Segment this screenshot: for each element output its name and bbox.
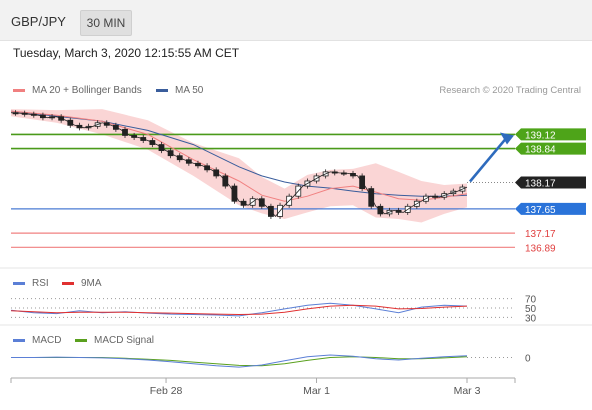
time-tick-label: Feb 28	[150, 385, 183, 397]
level-label-support: 136.89	[525, 243, 556, 254]
legend-macd-signal-label: MACD Signal	[94, 335, 155, 346]
macd-signal-line	[11, 356, 468, 367]
level-label-text: 137.17	[525, 229, 556, 240]
legend-macd: MACD	[13, 335, 61, 346]
legend-ma50-label: MA 50	[175, 85, 204, 96]
rsi-tick-label: 70	[525, 295, 537, 306]
level-label-text: 138.17	[525, 179, 556, 190]
level-label-resistance: 139.12	[515, 128, 586, 141]
level-label-bg	[515, 128, 586, 141]
level-label-resistance: 138.84	[515, 142, 586, 156]
symbol-label: GBP/JPY	[11, 14, 66, 29]
macd-signal-swatch	[75, 338, 87, 342]
legend-macd-signal: MACD Signal	[75, 335, 154, 346]
legend-ma20-label: MA 20 + Bollinger Bands	[32, 85, 142, 96]
legend-rsi-label: RSI	[32, 278, 49, 289]
rsi-swatch	[13, 281, 25, 285]
ma50-swatch	[156, 88, 168, 92]
rsi-line	[10, 302, 468, 317]
time-tick-label: Mar 1	[303, 385, 330, 397]
rsi-ma-line	[10, 304, 468, 316]
level-label-text: 136.89	[525, 243, 556, 254]
legend-rsi9-label: 9MA	[81, 278, 102, 289]
rsi-tick-label: 50	[525, 304, 537, 315]
level-label-bg	[515, 202, 586, 215]
ma50-line	[10, 110, 468, 197]
level-label-last: 138.17	[515, 176, 586, 190]
rsi9-swatch	[62, 281, 74, 285]
macd-line	[11, 354, 468, 368]
rsi-tick-label: 30	[525, 313, 537, 324]
ma20-swatch	[13, 88, 25, 92]
level-label-bg	[515, 142, 586, 155]
legend-ma50: MA 50	[156, 85, 203, 96]
level-label-text: 138.84	[525, 145, 556, 156]
level-label-bg	[515, 176, 586, 189]
credit-label: Research © 2020 Trading Central	[439, 85, 581, 96]
level-label-text: 137.65	[525, 205, 556, 216]
level-label-text: 139.12	[525, 130, 556, 141]
chart-header: GBP/JPY 30 MIN	[0, 0, 592, 41]
level-label-support: 137.17	[525, 229, 556, 240]
forecast-arrow	[469, 137, 507, 183]
timeframe-button[interactable]: 30 MIN	[80, 10, 132, 36]
macd-swatch	[13, 338, 25, 342]
legend-macd-label: MACD	[32, 335, 62, 346]
macd-tick-label: 0	[525, 354, 531, 365]
datetime-label: Tuesday, March 3, 2020 12:15:55 AM CET	[13, 46, 240, 60]
level-label-pivot: 137.65	[515, 202, 586, 216]
legend-ma20: MA 20 + Bollinger Bands	[13, 85, 142, 96]
forecast-arrowhead	[500, 132, 514, 145]
legend-rsi: RSI	[13, 278, 49, 289]
legend-rsi9: 9MA	[62, 278, 102, 289]
time-tick-label: Mar 3	[454, 385, 481, 397]
price-line	[10, 112, 468, 218]
